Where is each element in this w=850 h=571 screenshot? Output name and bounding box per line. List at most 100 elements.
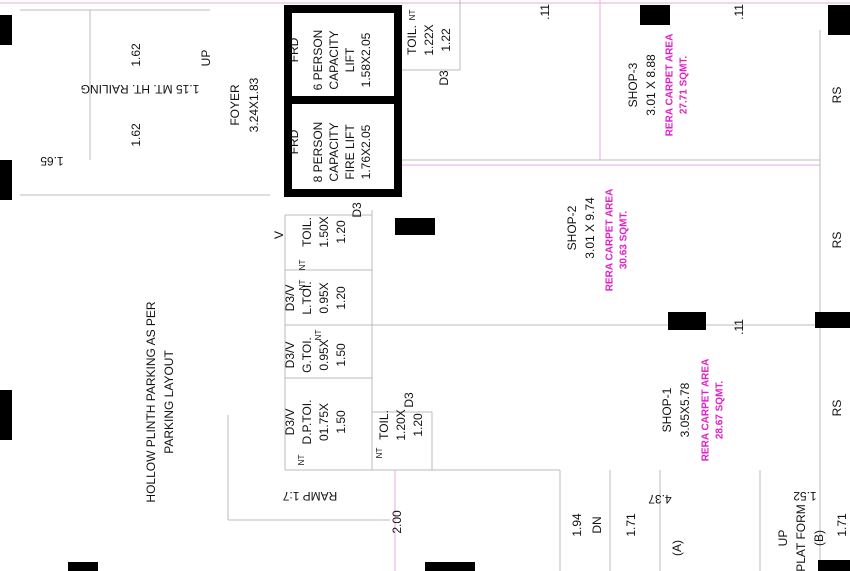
label-line: 2.00 (390, 510, 404, 534)
label-line: 1.71 (835, 513, 849, 537)
plan-label: 1.15 MT. HT. RAILING (81, 82, 200, 96)
label-line: DN (590, 516, 604, 533)
label-line: RS (830, 232, 844, 249)
label-line: 8 PERSON (311, 122, 325, 183)
plan-label: FRD (287, 129, 301, 154)
label-line: .11 (538, 4, 552, 20)
label-line: 0.95X (317, 282, 331, 313)
label-line: 1.76X2.05 (359, 124, 373, 179)
label-line: 6 PERSON (311, 30, 325, 91)
label-line: UP (199, 50, 213, 67)
label-line: 1.71 (624, 513, 638, 537)
plan-label: UP (199, 50, 213, 67)
plan-label: RS (830, 232, 844, 249)
label-line: 1.62 (129, 43, 143, 67)
plan-label: D3 (402, 392, 416, 408)
plan-label: SHOP-1 3.05X5.78 (660, 382, 692, 437)
label-line: RERA CARPET AREA (665, 34, 676, 137)
plan-label: SHOP-3 3.01 X 8.88 (626, 54, 658, 116)
plan-label: 1.62 (129, 123, 143, 147)
plan-label: NT (297, 455, 306, 466)
plan-label: RERA CARPET AREA 27.71 SQMT. (665, 34, 690, 137)
label-line: D3/V (283, 285, 297, 312)
label-line: FIRE LIFT (343, 124, 357, 180)
plan-label: 1.71 (835, 513, 849, 537)
label-line: 1.15 MT. HT. RAILING (81, 82, 200, 96)
label-line: .11 (732, 4, 746, 20)
label-line: 4.37 (648, 492, 672, 506)
label-line: TOIL. (405, 25, 419, 55)
label-line: CAPACITY (327, 30, 341, 89)
lift-shafts (284, 5, 402, 197)
label-line: 1.58X2.05 (359, 32, 373, 87)
plan-label: SHOP-2 3.01 X 9.74 (565, 197, 597, 259)
plan-label: 2.00 (390, 510, 404, 534)
label-line: V (272, 231, 286, 239)
plan-label: 8 PERSON CAPACITY FIRE LIFT 1.76X2.05 (311, 122, 373, 183)
label-line: L.TOI. (300, 281, 314, 314)
label-line: FRD (287, 129, 301, 154)
label-line: 1.52 (793, 489, 817, 503)
label-line: FRD (287, 37, 301, 62)
plan-label: TOIL. 1.22X 1.22 (405, 24, 453, 55)
label-line: 1.94 (570, 513, 584, 537)
plan-label: D3/V L.TOI. 0.95X 1.20 (283, 281, 348, 314)
label-line: 1.50 (334, 410, 348, 434)
plan-label: D3/V G.TOI. 0.95X 1.50 (283, 337, 348, 373)
plan-label: NT (298, 260, 307, 271)
label-line: TOIL. (300, 217, 314, 247)
label-line: (B) (812, 530, 826, 546)
label-line: SHOP-3 (626, 62, 640, 107)
plan-label: RERA CARPET AREA 28.67 SQMT. (701, 359, 726, 462)
plan-label: 1.62 (129, 43, 143, 67)
plan-label: NT (375, 448, 384, 459)
plan-label: V (272, 231, 286, 239)
label-line: 3.24X1.83 (247, 77, 261, 132)
label-line: RS (830, 400, 844, 417)
plan-label: 1.94 (570, 513, 584, 537)
plan-label: FRD (287, 37, 301, 62)
plan-label: NT (408, 10, 417, 21)
label-line: 27.71 SQMT. (679, 56, 690, 115)
plan-label: 1.52 (793, 489, 817, 503)
plan-label: .11 (732, 319, 746, 335)
plan-label: .11 (538, 4, 552, 20)
label-line: 1.62 (129, 123, 143, 147)
label-line: 1.20 (411, 413, 425, 437)
label-line: HOLLOW PLINTH PARKING AS PER (144, 301, 158, 502)
plan-label: UP PLAT FORM (B) (776, 504, 826, 571)
label-line: D3/V (283, 342, 297, 369)
label-line: 0.95X (317, 339, 331, 370)
label-line: 3.05X5.78 (678, 382, 692, 437)
label-line: 1.20X (394, 409, 408, 440)
plan-label: 1.71 (624, 513, 638, 537)
plan-label: NT (314, 330, 323, 341)
label-line: LIFT (343, 47, 357, 72)
plan-label: .11 (732, 4, 746, 20)
label-line: PARKING LAYOUT (162, 350, 176, 454)
label-line: 1.50 (334, 343, 348, 367)
label-line: 28.67 SQMT. (715, 381, 726, 440)
label-line: NT (375, 448, 384, 459)
label-line: 1.65 (40, 154, 64, 168)
plan-label: DN (590, 516, 604, 533)
label-line: D.P.TOI. (300, 400, 314, 445)
label-line: RERA CARPET AREA (605, 189, 616, 292)
label-line: 1.20 (334, 220, 348, 244)
label-line: D3 (402, 392, 416, 408)
label-line: 3.01 X 9.74 (583, 197, 597, 259)
columns (0, 5, 850, 571)
label-line: PLAT FORM (794, 504, 808, 571)
plan-label: RS (830, 87, 844, 104)
plan-label: NT (298, 280, 307, 291)
plan-label: 1.65 (40, 154, 64, 168)
plan-label: TOIL. 1.20X 1.20 (377, 409, 425, 440)
plan-label: RAMP 1:7 (282, 489, 337, 503)
label-line: TOIL. (377, 410, 391, 440)
plan-label: RS (830, 400, 844, 417)
plan-label: RERA CARPET AREA 30.63 SQMT. (605, 189, 630, 292)
label-line: NT (314, 330, 323, 341)
label-line: D3/V (283, 409, 297, 436)
label-line: 01.75X (317, 403, 331, 441)
